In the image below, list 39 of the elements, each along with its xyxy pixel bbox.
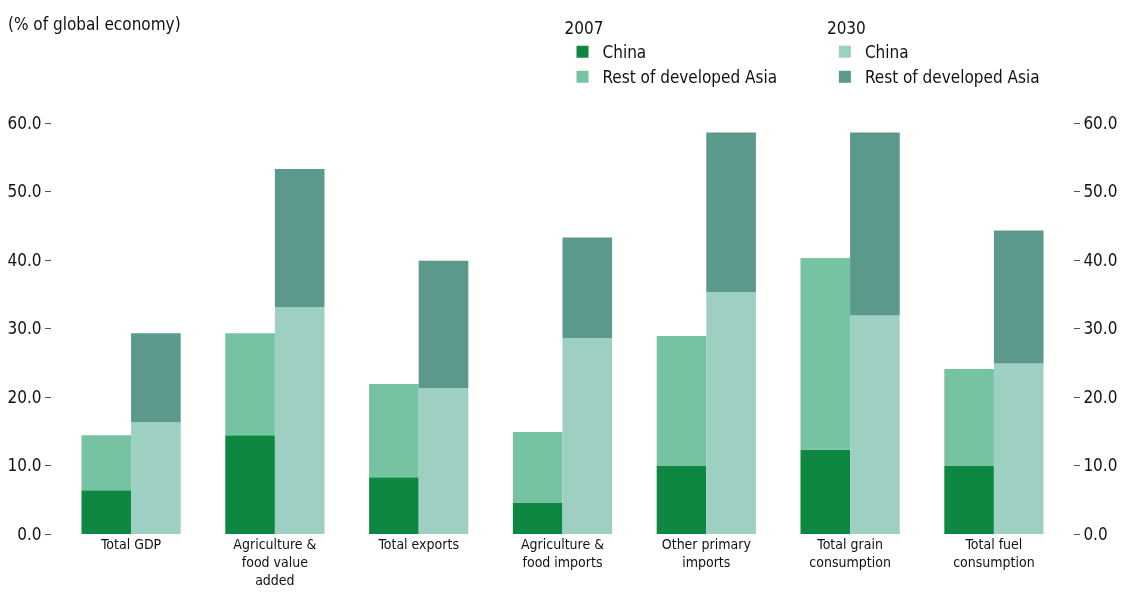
y-tick-label: 10.0 <box>7 455 42 476</box>
y-tick-label: 50.0 <box>7 181 42 202</box>
x-tick-label: Agriculture & food value added <box>233 536 317 589</box>
bar <box>274 307 325 534</box>
bar <box>131 333 181 423</box>
x-tick-label: Total fuel consumption <box>953 536 1035 571</box>
bar <box>850 132 900 316</box>
y-tick-label: 60.0 <box>1083 112 1118 133</box>
x-tick-label: Total grain consumption <box>809 536 891 571</box>
bar <box>993 230 1044 364</box>
x-tick-label: Total GDP <box>99 536 162 552</box>
y-tick-label: 30.0 <box>7 318 42 339</box>
y-tick-label: 10.0 <box>1083 455 1118 476</box>
y-tick-label: 50.0 <box>1083 181 1118 202</box>
x-tick-label: Total exports <box>377 536 459 552</box>
legend-title: 2030 <box>826 18 866 39</box>
bar <box>656 465 707 534</box>
y-tick-label: 0.0 <box>17 523 42 544</box>
bar <box>562 237 613 339</box>
bar <box>706 132 756 293</box>
x-tick-label: Agriculture & food imports <box>520 536 605 571</box>
bar <box>562 338 613 534</box>
legend-title: 2007 <box>564 18 604 39</box>
y-tick-label: 0.0 <box>1083 523 1108 544</box>
y-tick-label: 30.0 <box>1083 318 1118 339</box>
legend-label: China <box>602 42 647 63</box>
bar <box>418 260 469 389</box>
y-tick-label: 20.0 <box>1083 386 1118 407</box>
bar <box>274 168 325 308</box>
legend-label: China <box>864 42 909 63</box>
legend-label: Rest of developed Asia <box>602 67 778 88</box>
x-tick-label: Other primary imports <box>661 536 752 571</box>
y-tick-label: 40.0 <box>7 249 42 270</box>
y-tick-label: 60.0 <box>7 112 42 133</box>
y-axis-title: (% of global economy) <box>8 14 181 34</box>
y-tick-label: 20.0 <box>7 386 42 407</box>
legend-label: Rest of developed Asia <box>864 67 1040 88</box>
y-tick-label: 40.0 <box>1083 249 1118 270</box>
bar <box>512 502 563 534</box>
